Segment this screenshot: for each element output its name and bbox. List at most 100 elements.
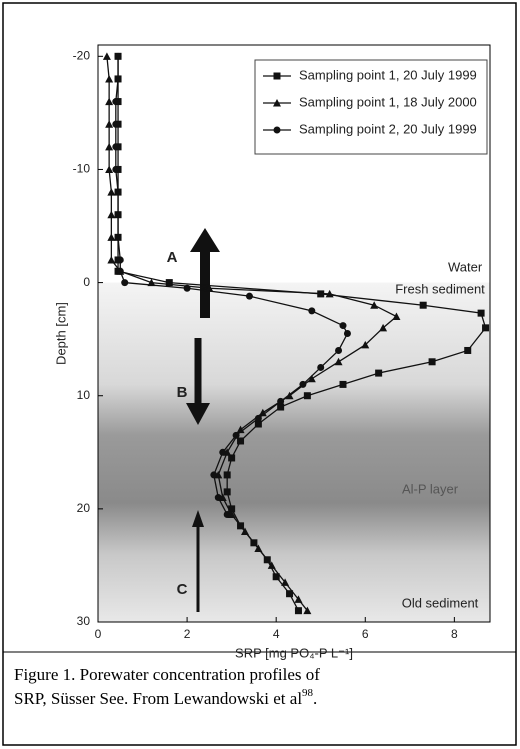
marker	[482, 324, 490, 332]
marker	[464, 346, 472, 354]
plot: 0 2 4 6 8 -20 -10 0 10 20 30 SRP [mg PO₄-P L⁻¹] Dept…	[53, 44, 491, 660]
marker	[165, 279, 173, 287]
sediment-shading	[98, 282, 490, 622]
marker	[335, 346, 343, 354]
marker	[183, 284, 191, 292]
marker	[303, 606, 312, 615]
plot-frame	[97, 44, 491, 623]
marker	[114, 211, 122, 219]
marker	[223, 488, 231, 496]
marker	[112, 165, 120, 173]
marker	[254, 420, 262, 428]
marker	[254, 414, 262, 422]
legend-marker	[273, 126, 281, 134]
legend-label: Sampling point 2, 20 July 1999	[299, 121, 477, 136]
marker	[105, 74, 114, 83]
marker	[105, 120, 114, 128]
marker	[107, 188, 116, 196]
marker	[308, 307, 316, 315]
marker	[343, 330, 351, 337]
x-tick-label: 6	[362, 627, 369, 641]
annotation: Old sediment	[402, 595, 479, 610]
marker	[237, 437, 245, 445]
marker	[477, 309, 485, 317]
marker	[267, 561, 276, 569]
marker	[307, 374, 316, 383]
marker	[375, 369, 383, 377]
marker	[339, 322, 347, 330]
marker	[361, 340, 370, 349]
legend-marker	[273, 72, 281, 80]
marker	[107, 233, 116, 241]
annotation: B	[177, 384, 188, 401]
annotation: Al-P layer	[402, 481, 459, 496]
marker	[114, 233, 122, 241]
annotation: Water	[448, 259, 483, 274]
marker	[258, 408, 267, 417]
y-tick-label: 20	[77, 501, 91, 515]
caption: SRP, Süsser See. From Lewandowski et al9…	[14, 687, 317, 708]
caption-end: .	[313, 689, 317, 708]
marker	[105, 142, 114, 151]
x-axis-label: SRP [mg PO₄-P L⁻¹]	[235, 645, 353, 660]
marker	[294, 595, 303, 603]
marker	[114, 188, 122, 196]
marker	[114, 75, 122, 83]
y-tick-label: 30	[77, 614, 91, 628]
marker	[281, 578, 290, 586]
caption: Figure 1. Porewater concentration profil…	[14, 665, 320, 684]
legend-label: Sampling point 1, 18 July 2000	[299, 94, 477, 109]
annotation: Fresh sediment	[395, 281, 485, 296]
marker	[105, 165, 114, 173]
arrow-b-head	[186, 403, 210, 425]
marker	[102, 52, 111, 60]
marker	[121, 279, 129, 287]
y-axis-label: Depth [cm]	[53, 302, 68, 365]
marker	[245, 292, 253, 300]
marker	[112, 98, 120, 106]
marker	[325, 289, 334, 298]
marker	[228, 454, 236, 462]
marker	[339, 380, 347, 388]
x-tick-label: 0	[95, 627, 102, 641]
caption-ref: 98	[302, 687, 314, 699]
marker	[428, 358, 436, 366]
marker	[210, 471, 218, 479]
marker	[272, 573, 280, 581]
marker	[214, 494, 222, 502]
annotation: C	[177, 581, 188, 598]
marker	[277, 403, 285, 411]
marker	[219, 448, 227, 456]
marker	[228, 505, 236, 513]
marker	[254, 544, 263, 552]
x-tick-label: 2	[184, 627, 191, 641]
marker	[223, 511, 231, 519]
marker	[223, 471, 231, 479]
y-tick-label: 0	[83, 275, 90, 289]
series-line	[117, 56, 487, 611]
legend-label: Sampling point 1, 20 July 1999	[299, 67, 477, 82]
x-tick-label: 8	[451, 627, 458, 641]
marker	[112, 143, 120, 151]
marker	[392, 312, 401, 321]
legend-box	[254, 59, 488, 155]
marker	[205, 284, 214, 292]
marker	[317, 363, 325, 371]
marker	[105, 97, 114, 106]
marker	[294, 607, 302, 615]
marker	[112, 120, 120, 128]
y-tick-label: -10	[73, 162, 91, 176]
marker	[232, 431, 240, 439]
arrow-c-head	[192, 510, 204, 527]
marker	[116, 256, 124, 264]
y-tick-label: -20	[73, 48, 91, 62]
marker	[286, 590, 294, 598]
marker	[285, 391, 294, 400]
marker	[303, 392, 311, 400]
caption-line: SRP, Süsser See. From Lewandowski et al	[14, 689, 302, 708]
legend-marker	[273, 99, 281, 107]
marker	[241, 527, 249, 535]
marker	[370, 301, 379, 309]
